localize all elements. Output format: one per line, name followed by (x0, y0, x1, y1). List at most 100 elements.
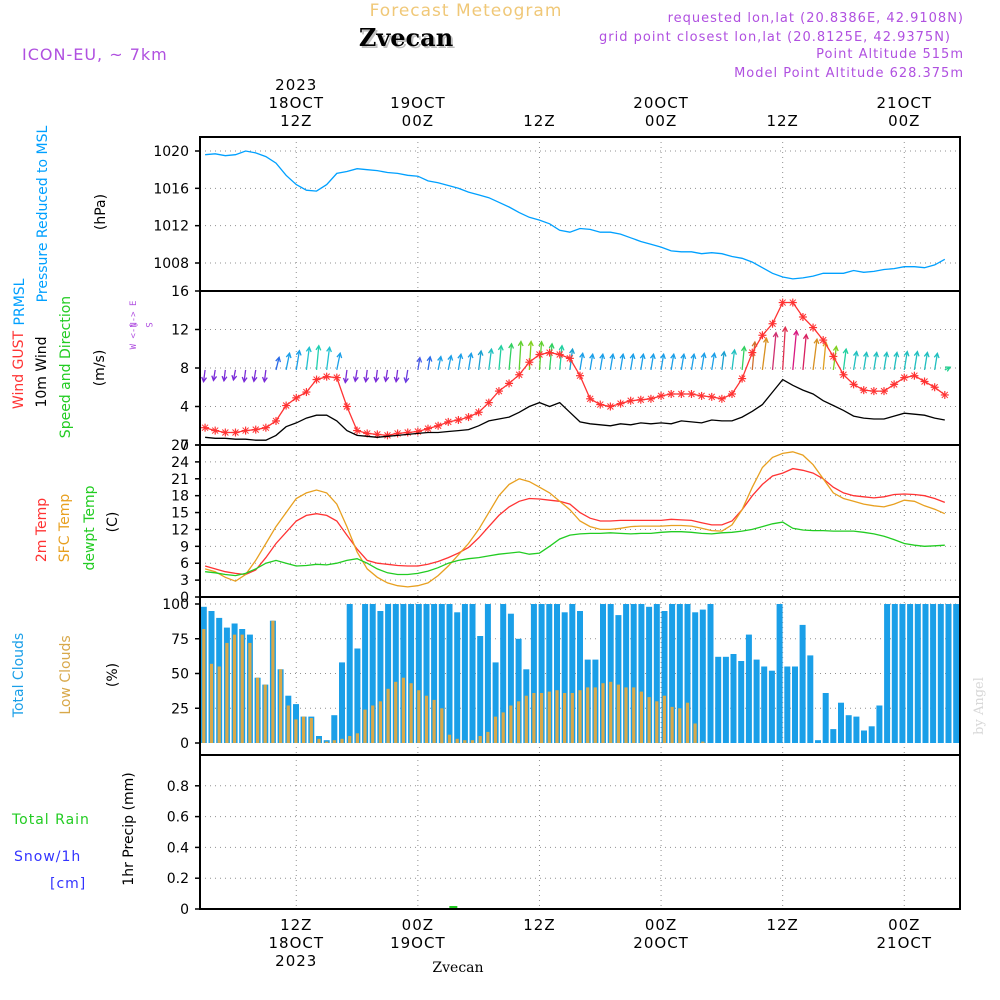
wind-arrow-head (538, 340, 545, 347)
wind-direction-arrow (599, 352, 606, 371)
low-cloud-bar (601, 683, 605, 743)
gust-marker (778, 298, 787, 307)
wind-arrow-head (782, 325, 789, 333)
total-cloud-bar (408, 604, 415, 743)
wind-arrow-head (352, 376, 359, 383)
wind-arrow-shaft (852, 351, 858, 371)
low-cloud-bar (547, 691, 551, 743)
wind-direction-arrow (221, 369, 228, 383)
wind-direction-arrow (649, 352, 656, 371)
total-cloud-bar (507, 613, 514, 743)
y-tick-label: 100 (162, 597, 189, 613)
gust-marker-d2 (607, 403, 614, 410)
low-cloud-bar (256, 677, 260, 743)
low-cloud-bar (302, 716, 306, 743)
total-cloud-bar (776, 604, 783, 743)
gust-marker (576, 371, 584, 380)
wind-arrow-shaft (243, 369, 247, 382)
wind-arrow-head (251, 376, 258, 383)
y-tick-label: 25 (171, 701, 189, 717)
gust-marker (535, 350, 544, 359)
wind-direction-arrow (326, 345, 332, 371)
wind-direction-arrow (467, 352, 474, 371)
gust-marker-d2 (708, 393, 716, 401)
wind-arrow-shaft (893, 352, 898, 371)
low-cloud-bar (202, 629, 206, 743)
total-cloud-bar (861, 730, 867, 743)
gust-marker-d2 (779, 299, 787, 306)
wind-arrow-head (873, 351, 879, 358)
total-cloud-bar (615, 615, 622, 743)
gust-marker (322, 372, 331, 381)
wind-arrow-shaft (680, 354, 685, 371)
top-time-label: 20OCT (633, 94, 689, 112)
compass-s: S (143, 322, 153, 327)
bottom-time-label: 21OCT (877, 934, 933, 952)
wind-arrow-head (793, 329, 800, 336)
y-tick-label: 15 (171, 506, 189, 522)
total-cloud-bar (554, 604, 560, 743)
footer-station: Zvecan (432, 960, 483, 976)
wind-arrow-head (923, 351, 930, 358)
top-time-label: 12Z (766, 112, 798, 130)
low-cloud-bar (647, 697, 651, 743)
total-cloud-bar (730, 654, 737, 743)
total-cloud-bar (438, 604, 445, 743)
wind-arrow-shaft (427, 356, 431, 371)
precip-ylabel: 1hr Precip (mm) (121, 772, 137, 885)
gust-marker-d2 (201, 424, 209, 432)
total-cloud-bar (607, 604, 614, 743)
gust-marker-d2 (850, 381, 857, 388)
total-cloud-bar (461, 604, 468, 743)
wind-arrow-shaft (417, 357, 421, 371)
total-cloud-bar (891, 604, 898, 743)
low-cloud-bar (693, 723, 697, 743)
wind-arrow-head (933, 352, 940, 359)
clouds-panel: 0 25 50 75 100 (162, 596, 961, 756)
clouds-ylabel-unit: (%) (105, 663, 121, 687)
total-cloud-bar (415, 604, 422, 743)
gust-marker (474, 408, 483, 417)
low-cloud-bar (294, 719, 298, 743)
gust-marker (545, 348, 554, 357)
wind-arrow-head (363, 376, 370, 384)
low-cloud-bar (248, 642, 252, 743)
gust-marker (768, 319, 777, 328)
wind-direction-arrow (336, 351, 343, 371)
wind-arrow-shaft (508, 343, 513, 370)
wind-arrow-shaft (285, 353, 291, 371)
wind-arrow-shaft (913, 351, 919, 371)
wind-arrow-shaft (883, 352, 888, 371)
wind-arrow-shaft (447, 355, 452, 371)
total-cloud-bar (945, 604, 952, 743)
wind-arrow-shaft (923, 352, 929, 371)
wind-arrow-head (221, 375, 228, 383)
total-cloud-bar (653, 604, 660, 743)
wind-direction-arrow (295, 349, 302, 371)
gust-marker (444, 417, 453, 426)
gust-marker (241, 426, 250, 435)
wind-direction-arrow (670, 352, 677, 371)
wind-direction-arrow (680, 352, 687, 371)
wind-arrow-shaft (275, 357, 280, 371)
total-cloud-bar (953, 604, 960, 743)
total-cloud-bar (799, 624, 806, 743)
y-tick-label: 0.8 (167, 779, 189, 795)
gust-marker-d2 (485, 399, 493, 407)
total-cloud-bar (745, 634, 752, 743)
wind-arrow-head (548, 342, 555, 349)
gust-marker (940, 390, 949, 399)
precip-label-rain: Total Rain (11, 812, 90, 828)
low-cloud-bar (317, 738, 321, 743)
gust-marker (424, 424, 432, 433)
y-tick-label: 50 (171, 667, 189, 683)
y-tick-label: 21 (171, 472, 189, 488)
gust-marker (738, 374, 747, 383)
y-tick-label: 0 (180, 438, 189, 454)
gust-marker-d2 (515, 371, 523, 379)
gust-marker-d2 (546, 349, 553, 356)
wind-arrow-head (508, 342, 515, 349)
wind-arrow-head (639, 352, 646, 360)
total-cloud-bar (753, 659, 760, 743)
wind-arrow-shaft (405, 369, 409, 383)
